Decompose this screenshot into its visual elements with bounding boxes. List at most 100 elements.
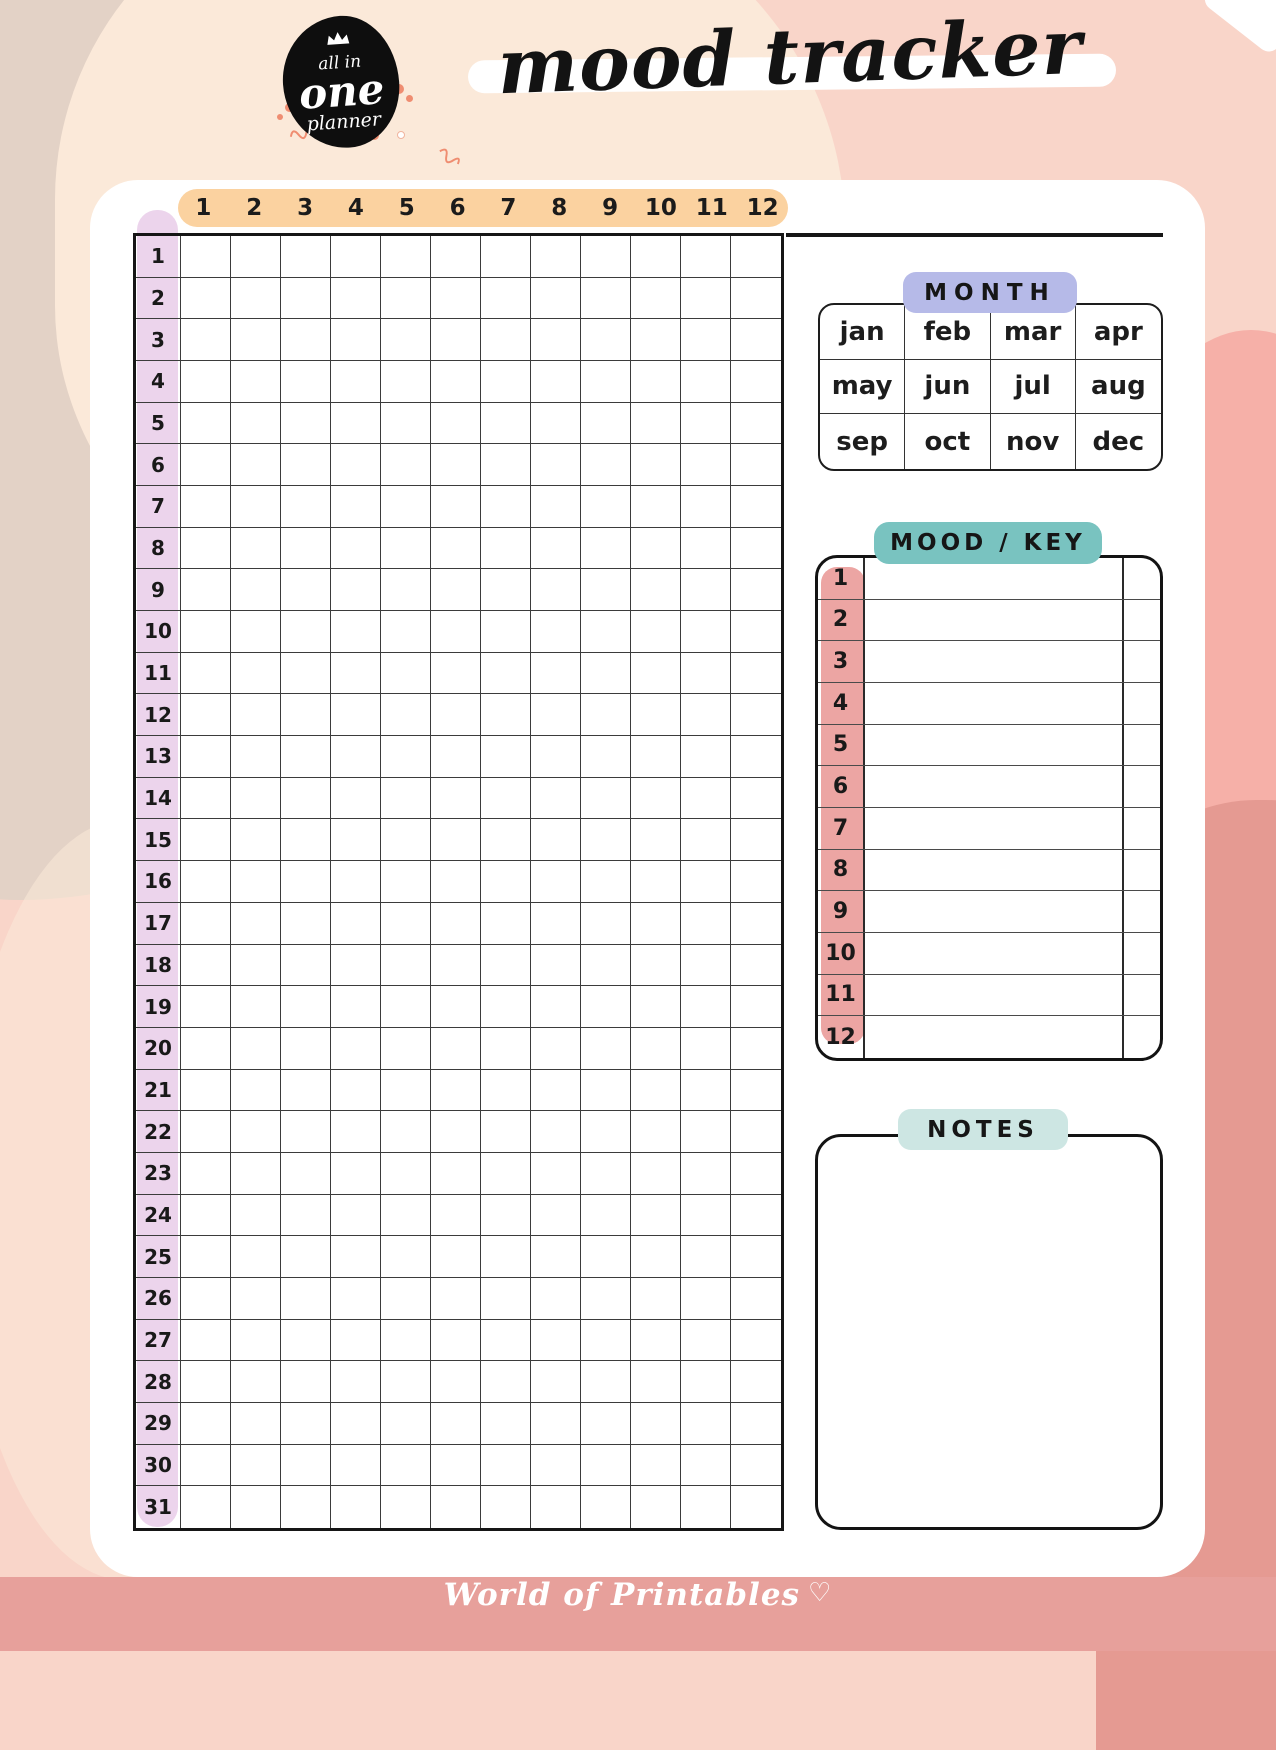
grid-cell[interactable] xyxy=(581,902,631,945)
grid-cell[interactable] xyxy=(431,236,481,278)
month-cell[interactable]: jun xyxy=(905,359,991,415)
grid-cell[interactable] xyxy=(581,569,631,612)
grid-cell[interactable] xyxy=(731,1278,781,1320)
grid-cell[interactable] xyxy=(231,1486,281,1528)
grid-cell[interactable] xyxy=(181,611,231,653)
grid-cell[interactable] xyxy=(731,1236,781,1278)
grid-cell[interactable] xyxy=(181,944,231,987)
grid-cell[interactable] xyxy=(631,1194,681,1237)
month-cell[interactable]: nov xyxy=(991,414,1076,469)
grid-cell[interactable] xyxy=(531,1444,581,1487)
month-cell[interactable]: jul xyxy=(990,359,1076,415)
grid-cell[interactable] xyxy=(181,1361,231,1403)
grid-cell[interactable] xyxy=(631,819,681,862)
grid-cell[interactable] xyxy=(481,652,531,695)
grid-cell[interactable] xyxy=(381,1152,431,1195)
grid-cell[interactable] xyxy=(681,1319,731,1362)
grid-cell[interactable] xyxy=(581,236,631,278)
month-cell[interactable]: apr xyxy=(1075,305,1161,360)
grid-cell[interactable] xyxy=(681,777,731,820)
grid-cell[interactable] xyxy=(181,986,231,1028)
grid-cell[interactable] xyxy=(631,861,681,903)
month-cell[interactable]: aug xyxy=(1075,360,1161,415)
grid-cell[interactable] xyxy=(381,1361,431,1403)
grid-cell[interactable] xyxy=(481,986,531,1028)
grid-cell[interactable] xyxy=(281,1069,331,1112)
grid-cell[interactable] xyxy=(231,611,281,653)
mood-key-row[interactable]: 8 xyxy=(818,850,1160,892)
month-cell[interactable]: mar xyxy=(990,305,1076,360)
grid-cell[interactable] xyxy=(731,1111,781,1153)
grid-cell[interactable] xyxy=(631,736,681,778)
grid-cell[interactable] xyxy=(281,944,331,987)
grid-cell[interactable] xyxy=(231,1402,281,1445)
grid-cell[interactable] xyxy=(381,402,431,445)
grid-cell[interactable] xyxy=(681,527,731,570)
grid-cell[interactable] xyxy=(481,361,531,403)
grid-cell[interactable] xyxy=(631,1361,681,1403)
grid-cell[interactable] xyxy=(731,569,781,612)
grid-cell[interactable] xyxy=(481,1194,531,1237)
grid-cell[interactable] xyxy=(481,902,531,945)
month-cell[interactable]: jan xyxy=(820,305,906,360)
grid-cell[interactable] xyxy=(331,1027,381,1070)
grid-cell[interactable] xyxy=(631,527,681,570)
grid-cell[interactable] xyxy=(731,1361,781,1403)
grid-cell[interactable] xyxy=(431,402,481,445)
grid-cell[interactable] xyxy=(281,902,331,945)
grid-cell[interactable] xyxy=(231,694,281,737)
grid-cell[interactable] xyxy=(181,569,231,612)
grid-cell[interactable] xyxy=(731,1070,781,1112)
grid-cell[interactable] xyxy=(381,1486,431,1528)
grid-cell[interactable] xyxy=(531,1319,581,1362)
grid-cell[interactable] xyxy=(281,1319,331,1362)
grid-cell[interactable] xyxy=(581,1361,631,1403)
grid-cell[interactable] xyxy=(481,611,531,653)
grid-cell[interactable] xyxy=(481,777,531,820)
grid-cell[interactable] xyxy=(231,444,281,487)
grid-cell[interactable] xyxy=(631,444,681,487)
grid-cell[interactable] xyxy=(481,1069,531,1112)
grid-cell[interactable] xyxy=(731,361,781,403)
grid-cell[interactable] xyxy=(731,236,781,278)
grid-cell[interactable] xyxy=(431,486,481,528)
grid-cell[interactable] xyxy=(531,527,581,570)
grid-cell[interactable] xyxy=(281,277,331,320)
grid-cell[interactable] xyxy=(381,1069,431,1112)
grid-cell[interactable] xyxy=(481,1486,531,1528)
grid-cell[interactable] xyxy=(331,486,381,528)
grid-cell[interactable] xyxy=(381,1194,431,1237)
grid-cell[interactable] xyxy=(681,1444,731,1487)
grid-cell[interactable] xyxy=(231,277,281,320)
grid-cell[interactable] xyxy=(331,444,381,487)
grid-cell[interactable] xyxy=(281,1361,331,1403)
grid-cell[interactable] xyxy=(231,1319,281,1362)
grid-cell[interactable] xyxy=(681,986,731,1028)
grid-cell[interactable] xyxy=(181,486,231,528)
grid-cell[interactable] xyxy=(631,902,681,945)
grid-cell[interactable] xyxy=(481,1277,531,1320)
grid-cell[interactable] xyxy=(581,611,631,653)
month-cell[interactable]: sep xyxy=(820,414,906,469)
grid-cell[interactable] xyxy=(581,819,631,862)
grid-cell[interactable] xyxy=(681,569,731,612)
grid-cell[interactable] xyxy=(681,1486,731,1528)
grid-cell[interactable] xyxy=(681,1111,731,1153)
grid-cell[interactable] xyxy=(181,236,231,278)
grid-cell[interactable] xyxy=(531,1152,581,1195)
grid-cell[interactable] xyxy=(181,861,231,903)
grid-cell[interactable] xyxy=(331,319,381,362)
grid-cell[interactable] xyxy=(331,361,381,403)
grid-cell[interactable] xyxy=(281,1277,331,1320)
grid-cell[interactable] xyxy=(231,1152,281,1195)
grid-cell[interactable] xyxy=(681,1277,731,1320)
grid-cell[interactable] xyxy=(631,1236,681,1278)
grid-cell[interactable] xyxy=(231,1027,281,1070)
grid-cell[interactable] xyxy=(631,611,681,653)
grid-cell[interactable] xyxy=(581,1486,631,1528)
grid-cell[interactable] xyxy=(531,611,581,653)
grid-cell[interactable] xyxy=(631,1069,681,1112)
grid-cell[interactable] xyxy=(481,486,531,528)
grid-cell[interactable] xyxy=(431,819,481,862)
grid-cell[interactable] xyxy=(631,1277,681,1320)
